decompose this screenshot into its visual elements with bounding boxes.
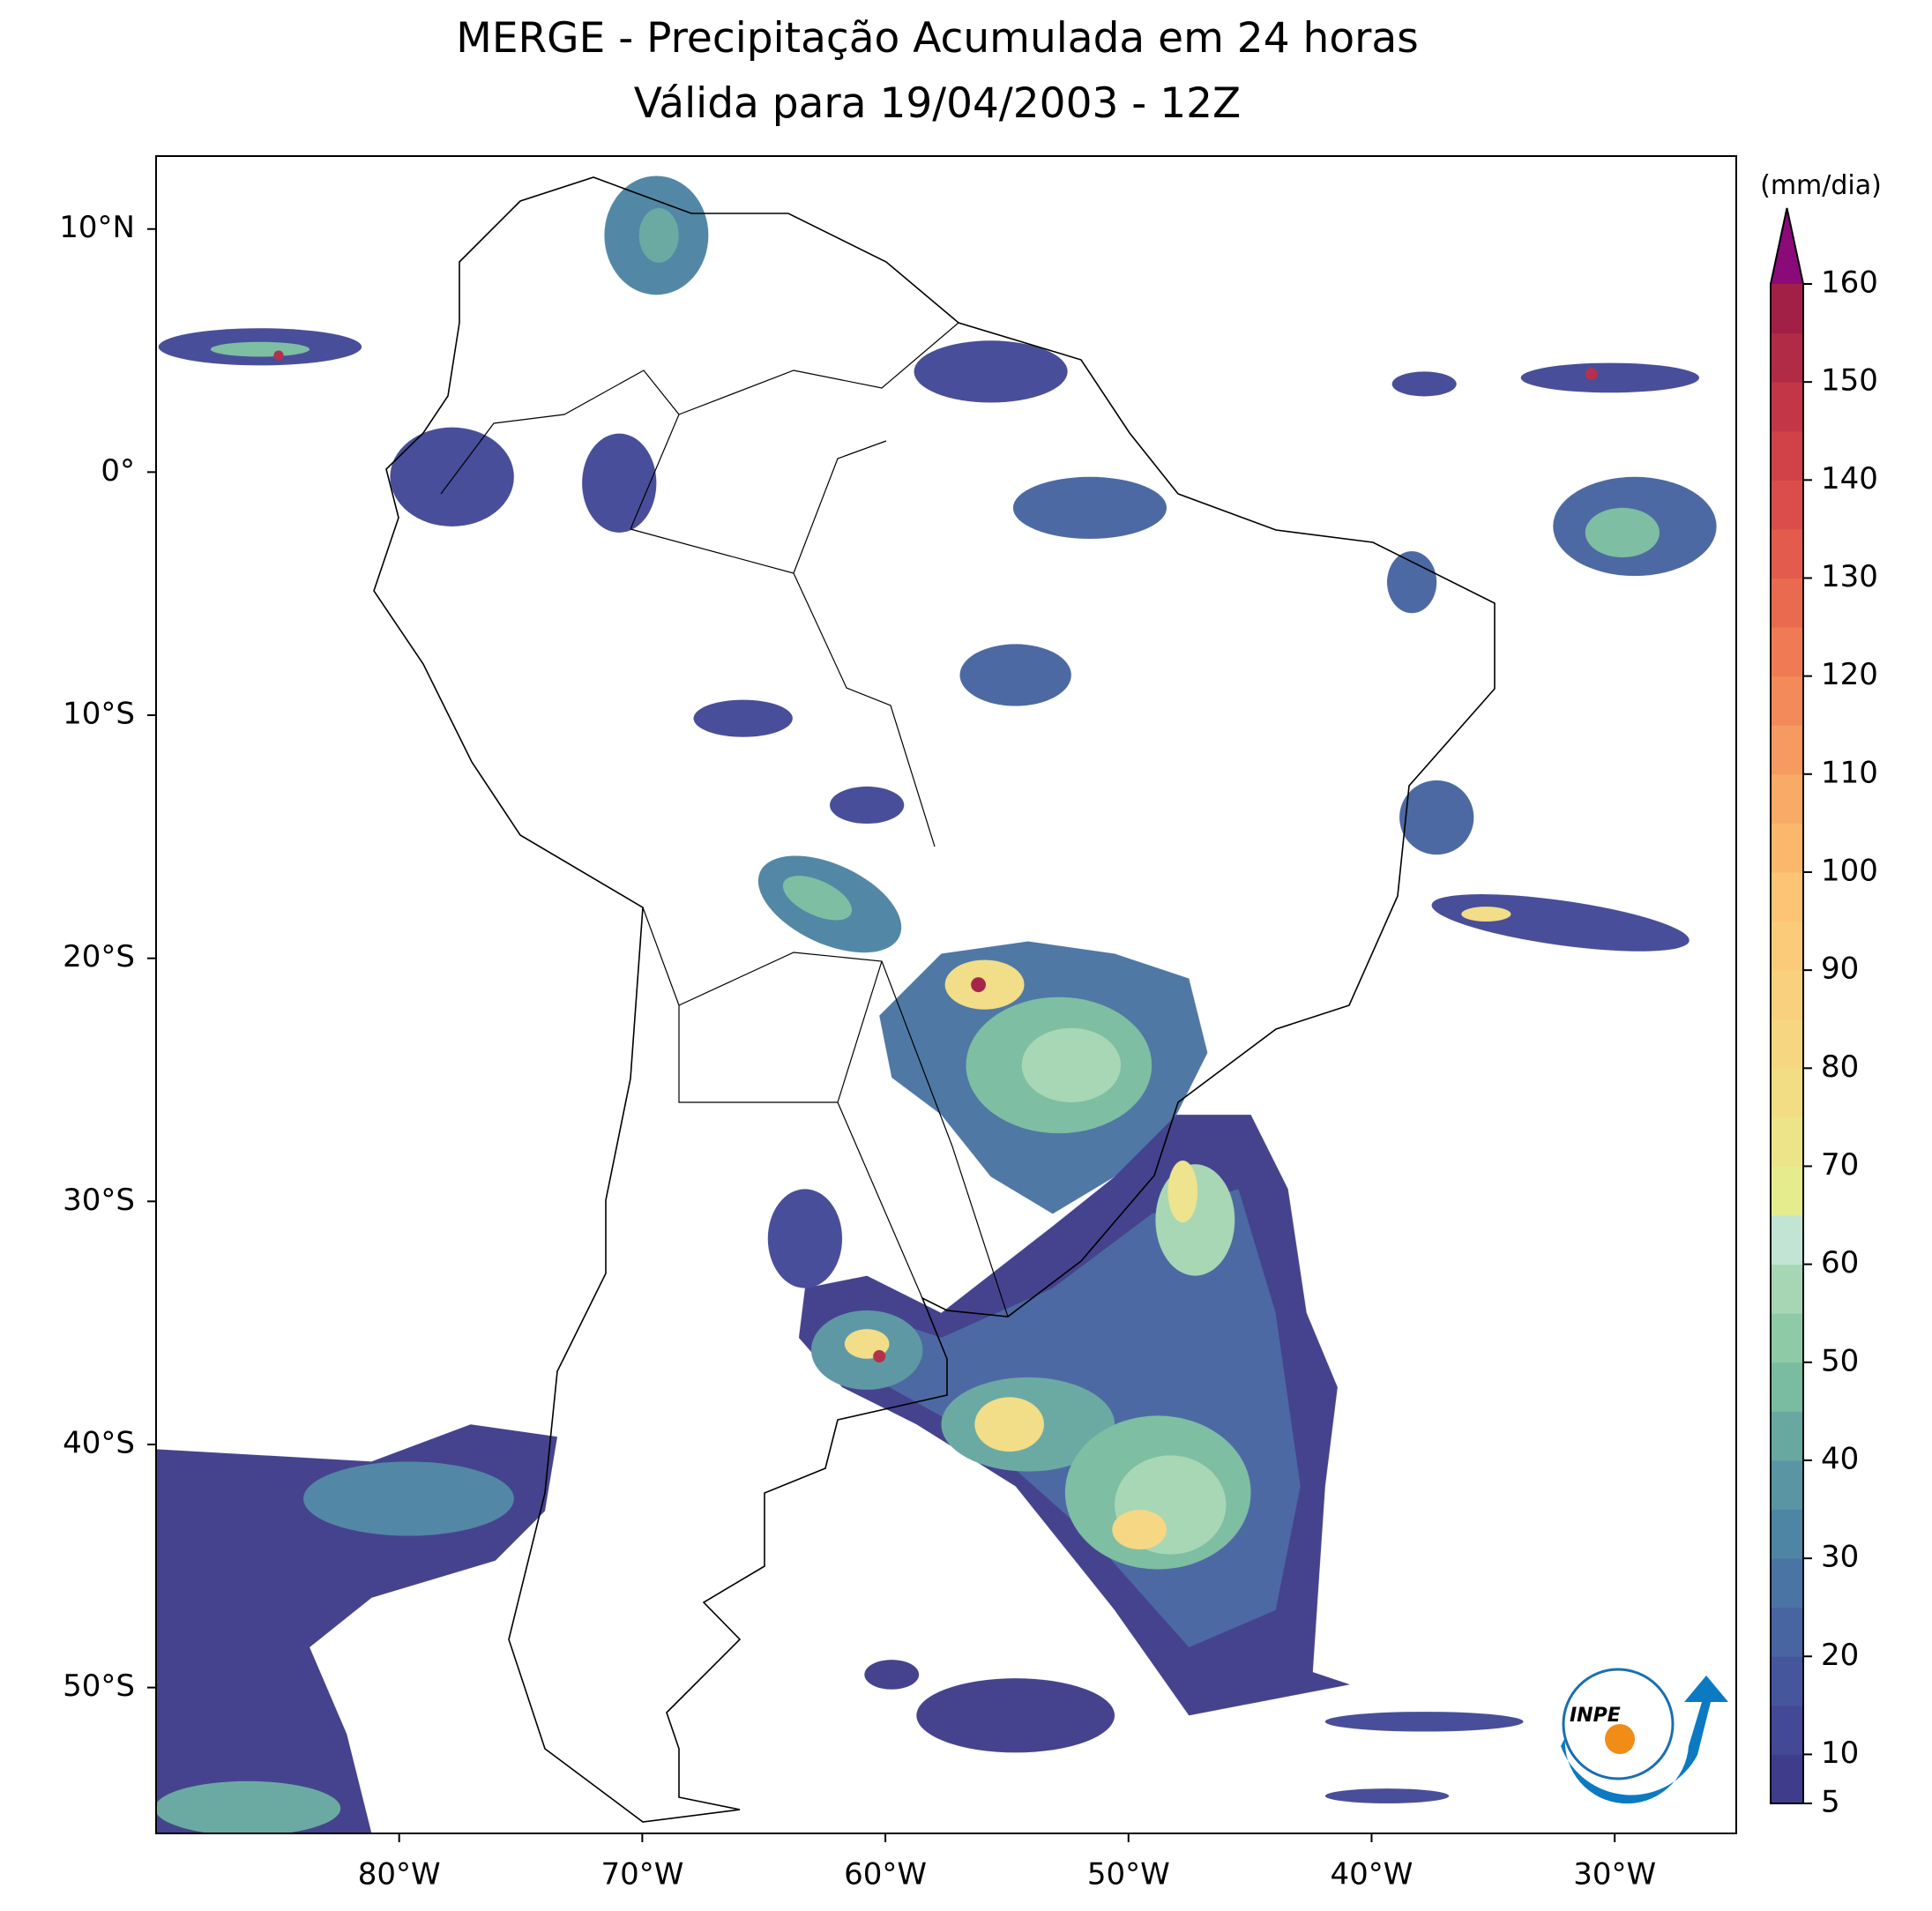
y-tick-label: 40°S <box>63 1425 135 1460</box>
precipitation <box>156 175 1717 1833</box>
colorbar-band <box>1771 1019 1803 1069</box>
colorbar-band <box>1771 1558 1803 1609</box>
y-tick-label: 10°N <box>59 210 135 245</box>
colorbar-tick-label: 20 <box>1821 1638 1859 1673</box>
colorbar-label: (mm/dia) <box>1760 170 1882 201</box>
colorbar-band <box>1771 1264 1803 1314</box>
colorbar-tick-label: 120 <box>1821 657 1878 692</box>
colorbar-band <box>1771 1754 1803 1804</box>
colorbar-tick-label: 40 <box>1821 1441 1859 1476</box>
x-tick-label: 80°W <box>358 1857 441 1892</box>
colorbar-band <box>1771 1705 1803 1755</box>
colorbar-band <box>1771 676 1803 726</box>
colorbar-outline <box>1770 207 1804 1804</box>
colorbar-tick-label: 60 <box>1821 1245 1859 1280</box>
y-tick-label: 20°S <box>63 939 135 974</box>
map <box>156 175 1717 1833</box>
colorbar-tick-label: 90 <box>1821 952 1859 987</box>
inpe-logo: INPE <box>1561 1668 1728 1804</box>
colorbar-band <box>1771 284 1803 334</box>
colorbar-tick-label: 10 <box>1821 1736 1859 1771</box>
colorbar-tick-label: 160 <box>1821 265 1878 301</box>
colorbar-tick-label: 80 <box>1821 1049 1859 1085</box>
colorbar-band <box>1771 1215 1803 1265</box>
colorbar-band <box>1771 871 1803 922</box>
colorbar-tick-label: 70 <box>1821 1147 1859 1183</box>
colorbar-band <box>1771 1166 1803 1216</box>
colorbar-band <box>1771 1509 1803 1559</box>
colorbar-band <box>1771 1068 1803 1118</box>
colorbar-band <box>1771 1459 1803 1511</box>
colorbar-tick-label: 110 <box>1821 755 1878 790</box>
colorbar-band <box>1771 430 1803 481</box>
y-tick-label: 50°S <box>63 1668 135 1704</box>
colorbar-band <box>1771 970 1803 1020</box>
colorbar-band <box>1771 725 1803 775</box>
y-tick-label: 30°S <box>63 1183 135 1218</box>
colorbar-tick-label: 5 <box>1821 1785 1840 1820</box>
title: MERGE - Precipitação Acumulada em 24 hor… <box>456 14 1418 63</box>
colorbar-tick-label: 150 <box>1821 363 1878 399</box>
colorbar: 5 10 20 30 40 50 60 70 80 90 100 110 120 130 140 150 160 <box>1770 207 1878 1820</box>
colorbar-band <box>1771 823 1803 873</box>
colorbar-tick-label: 30 <box>1821 1540 1859 1575</box>
colorbar-band <box>1771 382 1803 432</box>
colorbar-band <box>1771 1362 1803 1412</box>
colorbar-band <box>1771 578 1803 628</box>
country-borders <box>440 322 1009 1318</box>
y-tick-label: 10°S <box>63 697 135 732</box>
colorbar-band <box>1771 1116 1803 1167</box>
colorbar-band <box>1771 921 1803 971</box>
x-tick-label: 70°W <box>600 1857 683 1892</box>
x-tick-label: 40°W <box>1331 1857 1414 1892</box>
colorbar-band <box>1771 480 1803 530</box>
colorbar-band <box>1771 773 1803 824</box>
y-tick-label: 0° <box>101 453 135 489</box>
colorbar-tick-label: 50 <box>1821 1343 1859 1378</box>
map-frame <box>155 155 1737 1834</box>
colorbar-band <box>1771 627 1803 677</box>
coastline <box>373 176 1496 1823</box>
subtitle: Válida para 19/04/2003 - 12Z <box>634 79 1241 128</box>
colorbar-tick-label: 140 <box>1821 461 1878 496</box>
colorbar-band <box>1771 1656 1803 1706</box>
colorbar-band <box>1771 332 1803 383</box>
logo-text: INPE <box>1570 1705 1621 1727</box>
colorbar-tick-label: 130 <box>1821 559 1878 594</box>
x-tick-label: 50°W <box>1087 1857 1170 1892</box>
colorbar-band <box>1771 1313 1803 1363</box>
x-tick-label: 30°W <box>1573 1857 1656 1892</box>
colorbar-band <box>1771 1607 1803 1657</box>
colorbar-band <box>1771 528 1803 579</box>
colorbar-tick-label: 100 <box>1821 853 1878 888</box>
colorbar-extend <box>1771 208 1803 284</box>
x-tick-label: 60°W <box>844 1857 927 1892</box>
colorbar-band <box>1771 1411 1803 1461</box>
